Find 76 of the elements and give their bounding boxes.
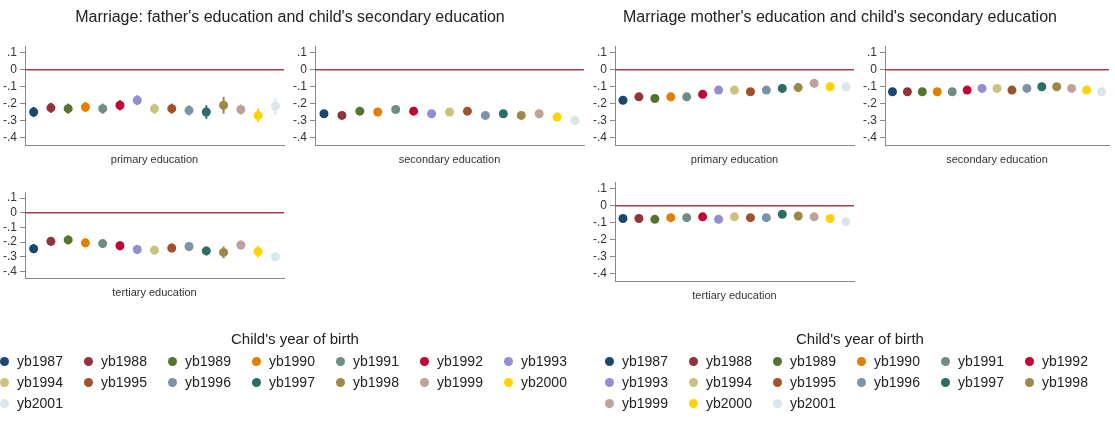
y-tick-label: -.4 — [2, 129, 18, 144]
legend-label: yb1987 — [622, 353, 668, 369]
legend-label: yb1988 — [706, 353, 752, 369]
legend-label: yb2000 — [521, 374, 567, 390]
x-axis-title: secondary education — [398, 153, 501, 166]
y-tick-label: -.3 — [2, 112, 18, 127]
y-tick-label: -.1 — [862, 79, 878, 94]
legend-label: yb1998 — [353, 374, 399, 390]
y-tick-label: -.2 — [2, 234, 18, 249]
legend-label: yb1990 — [269, 353, 315, 369]
x-axis-title: tertiary education — [112, 286, 197, 299]
y-tick-label: -.1 — [592, 215, 608, 230]
y-tick-label: 0 — [870, 62, 878, 77]
legend-label: yb1996 — [874, 374, 920, 390]
legend-label: yb1994 — [17, 374, 63, 390]
legend-label: yb1998 — [1042, 374, 1088, 390]
legend-label: yb1991 — [958, 353, 1004, 369]
legend-label: yb1995 — [101, 374, 147, 390]
legend-label: yb1990 — [874, 353, 920, 369]
y-tick-label: .1 — [596, 181, 608, 196]
y-tick-label: .1 — [866, 45, 878, 60]
y-tick-label: -.1 — [2, 79, 18, 94]
legend-title: Child's year of birth — [795, 330, 925, 347]
y-tick-label: -.2 — [862, 95, 878, 110]
y-tick-label: .1 — [296, 45, 308, 60]
y-tick-label: 0 — [300, 62, 308, 77]
y-tick-label: -.2 — [592, 95, 608, 110]
legend-label: yb2001 — [790, 395, 836, 411]
legend-label: yb1989 — [790, 353, 836, 369]
legend-label: yb1996 — [185, 374, 231, 390]
legend-label: yb1992 — [1042, 353, 1088, 369]
legend-label: yb1987 — [17, 353, 63, 369]
y-tick-label: .1 — [596, 45, 608, 60]
legend-label: yb1995 — [790, 374, 836, 390]
legend-label: yb1988 — [101, 353, 147, 369]
legend-label: yb1989 — [185, 353, 231, 369]
y-tick-label: -.1 — [292, 79, 308, 94]
y-tick-label: -.2 — [592, 231, 608, 246]
y-tick-label: .1 — [6, 45, 18, 60]
legend-label: yb1994 — [706, 374, 752, 390]
x-axis-title: secondary education — [946, 153, 1048, 166]
legend-label: yb1999 — [437, 374, 483, 390]
y-tick-label: -.4 — [592, 129, 608, 144]
y-tick-label: -.4 — [592, 265, 608, 280]
y-tick-label: 0 — [10, 205, 18, 220]
y-tick-label: -.1 — [2, 219, 18, 234]
y-tick-label: -.1 — [592, 79, 608, 94]
legend-label: yb1997 — [269, 374, 315, 390]
legend-label: yb1992 — [437, 353, 483, 369]
legend-label: yb1997 — [958, 374, 1004, 390]
y-tick-label: -.3 — [862, 112, 878, 127]
y-tick-label: -.4 — [292, 129, 308, 144]
x-axis-title: primary education — [110, 153, 199, 166]
legend-title: Child's year of birth — [230, 330, 360, 347]
y-tick-label: -.3 — [292, 112, 308, 127]
y-tick-label: -.2 — [2, 95, 18, 110]
y-tick-label: -.4 — [862, 129, 878, 144]
y-tick-label: 0 — [10, 62, 18, 77]
chart-title: Marriage mother's education and child's secondary education — [623, 8, 1057, 26]
x-axis-title: primary education — [690, 153, 779, 166]
legend-label: yb2001 — [17, 395, 63, 411]
legend-label: yb1991 — [353, 353, 399, 369]
y-tick-label: -.4 — [2, 263, 18, 278]
y-tick-label: -.3 — [2, 249, 18, 264]
legend-label: yb1999 — [622, 395, 668, 411]
y-tick-label: 0 — [600, 62, 608, 77]
chart-title: Marriage: father's education and child's secondary education — [75, 8, 505, 26]
y-tick-label: -.3 — [592, 112, 608, 127]
legend-label: yb1993 — [622, 374, 668, 390]
legend-label: yb2000 — [706, 395, 752, 411]
y-tick-label: 0 — [600, 198, 608, 213]
legend-label: yb1993 — [521, 353, 567, 369]
x-axis-title: tertiary education — [692, 289, 777, 302]
y-tick-label: -.3 — [592, 248, 608, 263]
y-tick-label: .1 — [6, 190, 18, 205]
y-tick-label: -.2 — [292, 95, 308, 110]
